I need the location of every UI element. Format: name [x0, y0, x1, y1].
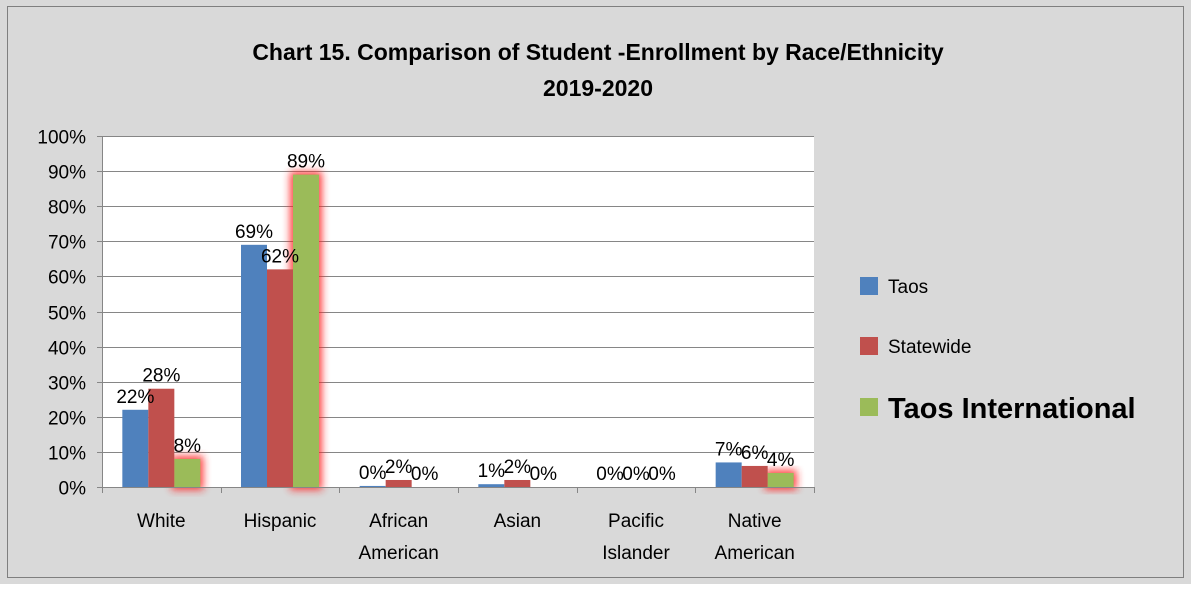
data-label: 0%	[530, 464, 558, 485]
bar	[715, 462, 742, 487]
bar	[241, 244, 267, 487]
bar	[504, 479, 531, 487]
legend-swatch	[860, 277, 878, 295]
data-label: 0%	[359, 463, 387, 484]
data-label: 2%	[504, 457, 532, 478]
chart-border	[7, 6, 1184, 578]
y-tick-label: 90%	[48, 163, 86, 184]
chart-title: Chart 15. Comparison of Student -Enrollm…	[252, 39, 944, 65]
bar	[267, 269, 293, 487]
plot-area	[102, 136, 814, 487]
legend-swatch	[860, 398, 878, 416]
data-label: 0%	[622, 464, 650, 485]
y-tick-label: 60%	[48, 268, 86, 289]
y-tick-label: 0%	[59, 479, 87, 500]
x-tick-label: Hispanic	[244, 511, 317, 532]
y-tick-label: 70%	[48, 233, 86, 254]
data-label: 8%	[174, 436, 202, 457]
data-label: 22%	[116, 387, 154, 408]
x-tick-label: Pacific	[608, 511, 664, 532]
x-tick-label: Islander	[602, 543, 670, 564]
legend-label: Taos International	[888, 393, 1136, 425]
data-label: 62%	[261, 246, 299, 267]
axes: 0% 10% 20% 30% 40% 50% 60% 70% 80% 90% 100% White Hi…	[37, 128, 815, 564]
x-tick-label: American	[715, 543, 795, 564]
data-label: 89%	[287, 152, 325, 173]
x-tick-label: African	[369, 511, 428, 532]
bar	[385, 479, 412, 487]
data-label: 1%	[478, 461, 506, 482]
y-tick-label: 10%	[48, 444, 86, 465]
y-tick-label: 40%	[48, 339, 86, 360]
bar	[741, 465, 768, 487]
y-tick-label: 50%	[48, 304, 86, 325]
bar	[293, 174, 319, 488]
bar	[478, 484, 505, 487]
y-tick-label: 20%	[48, 409, 86, 430]
bar	[174, 458, 201, 487]
x-tick-label: Native	[728, 511, 782, 532]
legend: Taos Statewide Taos International	[860, 277, 1136, 425]
bar	[767, 472, 794, 487]
bar	[148, 388, 175, 487]
bar	[359, 485, 386, 487]
bars	[122, 174, 794, 488]
data-label: 7%	[715, 439, 743, 460]
x-tick-label: Asian	[494, 511, 542, 532]
data-label: 6%	[741, 443, 769, 464]
y-tick-label: 100%	[37, 128, 86, 149]
data-label: 4%	[767, 450, 795, 471]
y-tick-label: 30%	[48, 374, 86, 395]
legend-label: Taos	[888, 277, 928, 298]
legend-label: Statewide	[888, 337, 971, 358]
legend-swatch	[860, 337, 878, 355]
data-label: 2%	[385, 457, 413, 478]
x-tick-label: White	[137, 511, 186, 532]
chart-subtitle: 2019-2020	[543, 75, 653, 101]
y-tick-label: 80%	[48, 198, 86, 219]
data-labels: 22%69%0% 1% 0%7%28%62%2% 2% 0%6%8%89%0% 0% 0%4…	[116, 152, 794, 485]
data-label: 28%	[142, 366, 180, 387]
gridlines	[102, 136, 814, 453]
data-label: 0%	[411, 464, 439, 485]
data-label: 69%	[235, 222, 273, 243]
data-label: 0%	[648, 464, 676, 485]
bar	[122, 409, 149, 487]
x-tick-label: American	[359, 543, 439, 564]
data-label: 0%	[596, 464, 624, 485]
